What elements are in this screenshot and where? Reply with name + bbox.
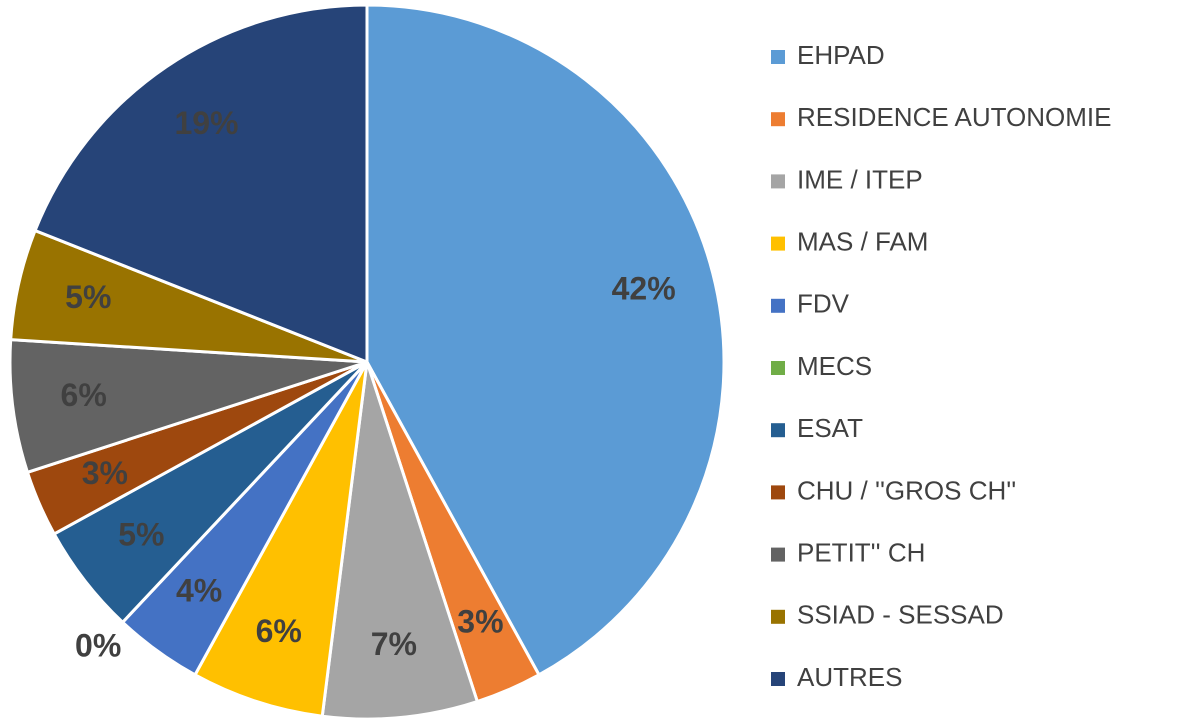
legend-swatch [771, 50, 785, 64]
pie-slice [320, 361, 480, 721]
legend-label: AUTRES [797, 662, 902, 692]
data-label: 19% [174, 105, 238, 141]
data-label: 3% [457, 604, 503, 640]
data-label: 7% [371, 626, 417, 662]
legend-swatch [771, 547, 785, 562]
legend-swatch [771, 236, 785, 251]
legend-label: IME / ITEP [797, 164, 923, 194]
legend-swatch [771, 174, 785, 189]
data-label: 3% [82, 455, 128, 491]
legend-label: SSIAD - SESSAD [797, 600, 1004, 630]
pie-slice [33, 3, 369, 365]
pie-slice [365, 3, 726, 677]
legend-label: MECS [797, 351, 872, 381]
legend-swatch [771, 672, 785, 686]
pie-slice [8, 337, 368, 475]
legend-label: MAS / FAM [797, 226, 928, 256]
pie-slice [192, 361, 369, 718]
data-label: 4% [176, 573, 222, 609]
data-label: 6% [256, 613, 302, 649]
data-label: 6% [61, 377, 107, 413]
legend-label: CHU / ''GROS CH'' [797, 475, 1016, 505]
legend-swatch [771, 112, 785, 127]
legend-label: FDV [797, 289, 850, 319]
legend-label: PETIT'' CH [797, 537, 925, 567]
legend-label: ESAT [797, 413, 863, 443]
data-label: 42% [612, 270, 676, 306]
legend-swatch [771, 361, 785, 375]
legend-swatch [771, 423, 785, 438]
legend-swatch [771, 298, 785, 313]
legend-label: EHPAD [797, 40, 885, 70]
data-label: 5% [118, 516, 164, 552]
data-label: 5% [65, 279, 111, 315]
legend-swatch [771, 485, 785, 500]
data-label: 0% [75, 628, 121, 664]
legend-swatch [771, 609, 785, 624]
legend-label: RESIDENCE AUTONOMIE [797, 102, 1111, 132]
